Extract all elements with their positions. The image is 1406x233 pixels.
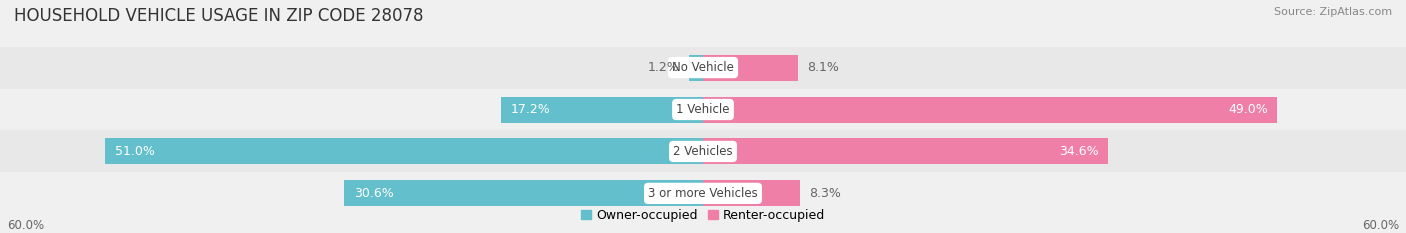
Bar: [703, 138, 1108, 164]
Bar: [689, 55, 703, 81]
Text: 49.0%: 49.0%: [1227, 103, 1268, 116]
Text: 1 Vehicle: 1 Vehicle: [676, 103, 730, 116]
Bar: [344, 180, 703, 206]
Bar: [0, 47, 1406, 89]
Text: 34.6%: 34.6%: [1059, 145, 1099, 158]
Text: 30.6%: 30.6%: [354, 187, 394, 200]
Bar: [703, 55, 799, 81]
Text: 8.3%: 8.3%: [810, 187, 842, 200]
Text: 3 or more Vehicles: 3 or more Vehicles: [648, 187, 758, 200]
Bar: [105, 138, 703, 164]
Text: No Vehicle: No Vehicle: [672, 61, 734, 74]
Bar: [703, 96, 1277, 123]
Text: 2 Vehicles: 2 Vehicles: [673, 145, 733, 158]
Text: HOUSEHOLD VEHICLE USAGE IN ZIP CODE 28078: HOUSEHOLD VEHICLE USAGE IN ZIP CODE 2807…: [14, 7, 423, 25]
Text: 17.2%: 17.2%: [510, 103, 551, 116]
Text: 1.2%: 1.2%: [648, 61, 679, 74]
Bar: [0, 89, 1406, 130]
Text: 60.0%: 60.0%: [7, 219, 44, 232]
Text: 51.0%: 51.0%: [115, 145, 155, 158]
Bar: [0, 130, 1406, 172]
Text: 60.0%: 60.0%: [1362, 219, 1399, 232]
Bar: [502, 96, 703, 123]
Text: Source: ZipAtlas.com: Source: ZipAtlas.com: [1274, 7, 1392, 17]
Bar: [703, 180, 800, 206]
Bar: [0, 172, 1406, 214]
Text: 8.1%: 8.1%: [807, 61, 839, 74]
Legend: Owner-occupied, Renter-occupied: Owner-occupied, Renter-occupied: [576, 204, 830, 227]
